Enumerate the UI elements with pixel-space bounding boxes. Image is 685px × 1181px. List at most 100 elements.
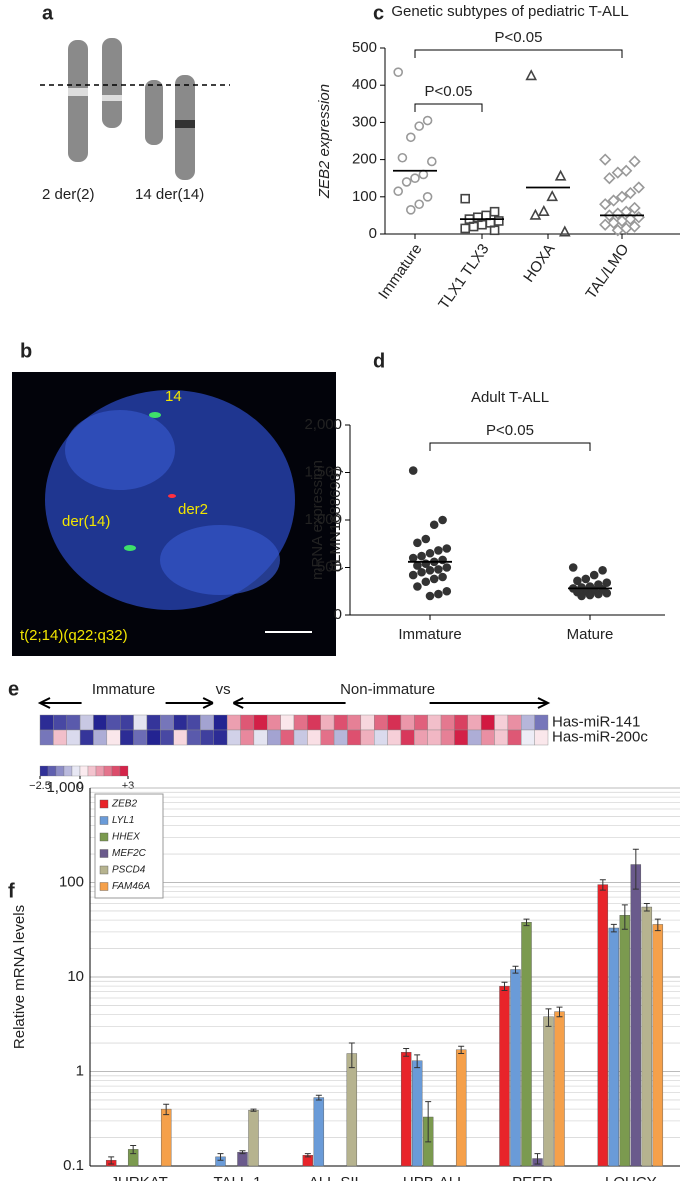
point <box>620 205 633 218</box>
point <box>624 186 637 200</box>
heat-cell <box>213 729 228 746</box>
group-label: Immature <box>92 681 155 698</box>
legend-swatch <box>99 849 109 858</box>
point <box>529 208 542 220</box>
legend-label: PSCD4 <box>112 865 146 876</box>
point <box>438 572 447 582</box>
point <box>585 590 595 600</box>
point <box>442 586 452 596</box>
row-label: Has-miR-200c <box>552 728 648 745</box>
heat-cell <box>307 729 321 746</box>
heat-cell <box>521 714 535 731</box>
error-bar <box>610 923 617 933</box>
point <box>546 190 559 202</box>
heat-cell <box>146 729 161 746</box>
heat-cell <box>400 729 415 746</box>
heat-cell <box>173 729 188 746</box>
point <box>599 153 612 166</box>
point <box>620 222 633 235</box>
point <box>442 563 452 572</box>
error-bar <box>545 1008 552 1027</box>
karyotype-label: 14 der(14) <box>135 186 204 203</box>
colorbar-cell <box>39 765 49 777</box>
heat-cell <box>53 714 67 731</box>
heat-cell <box>347 729 362 746</box>
panel-label: a <box>42 2 54 24</box>
bar <box>608 927 620 1167</box>
heat-cell <box>173 714 188 731</box>
group-label: Non-immature <box>340 681 435 698</box>
heat-cell <box>66 714 81 731</box>
bar <box>499 985 510 1167</box>
x-tick-label: TAL/LMO <box>582 241 632 302</box>
heat-cell <box>454 729 468 746</box>
heat-cell <box>400 714 415 731</box>
point <box>628 220 641 233</box>
fish-label: der(14) <box>62 513 110 530</box>
error-bar <box>250 1108 257 1112</box>
legend-label: HHEX <box>112 832 140 843</box>
annotation: P<0.05 <box>495 29 543 46</box>
point <box>434 565 443 574</box>
point <box>460 193 471 204</box>
x-tick-label: LOUCY <box>605 1174 657 1181</box>
heat-cell <box>494 714 509 731</box>
chart-title: Genetic subtypes of pediatric T-ALL <box>391 3 628 20</box>
heat-cell <box>240 729 255 746</box>
y-tick-label: 1,500 <box>304 463 342 480</box>
heat-cell <box>200 714 214 731</box>
point <box>438 515 447 525</box>
heat-cell <box>333 729 348 746</box>
bar <box>455 1049 467 1167</box>
point <box>408 553 418 563</box>
point <box>628 201 641 215</box>
label-bg <box>81 694 166 712</box>
heat-cell <box>133 729 148 746</box>
heat-cell <box>480 729 495 746</box>
annotation: P<0.05 <box>425 83 473 100</box>
error-bar <box>425 1101 432 1143</box>
colorbar-cell <box>103 765 113 777</box>
point <box>525 69 538 81</box>
heat-cell <box>534 729 549 746</box>
point <box>418 169 429 180</box>
y-tick-label: 400 <box>352 76 377 93</box>
x-tick-label: HPB-ALL <box>403 1174 466 1181</box>
error-bar <box>217 1153 224 1161</box>
colorbar-cell <box>79 765 89 777</box>
fish-label: der2 <box>178 501 208 518</box>
legend-box <box>94 793 164 899</box>
heat-cell <box>360 714 375 731</box>
point <box>405 205 416 215</box>
annotation: P<0.05 <box>486 422 534 439</box>
heat-cell <box>200 729 214 746</box>
point <box>393 186 404 197</box>
heat-cell <box>521 729 535 746</box>
karyotype-label: 2 der(2) <box>42 186 95 203</box>
panel-label: b <box>20 340 32 362</box>
heat-cell <box>146 714 161 731</box>
heat-cell <box>494 729 509 746</box>
colorbar-cell <box>119 765 129 777</box>
heat-cell <box>320 714 335 731</box>
label-bg <box>345 694 430 712</box>
heat-cell <box>387 714 402 731</box>
point <box>410 173 420 183</box>
colorbar-cell <box>95 765 105 777</box>
y-tick-label: 0 <box>334 606 342 623</box>
heat-cell <box>53 729 67 746</box>
point <box>602 588 612 598</box>
y-axis-label: Relative mRNA levels <box>11 905 28 1049</box>
bar <box>641 906 653 1167</box>
error-bar <box>556 1006 563 1018</box>
heat-cell <box>414 714 428 731</box>
x-tick-label: TALL-1 <box>213 1174 261 1181</box>
legend-swatch <box>99 816 109 825</box>
point <box>589 570 599 580</box>
point <box>489 225 500 236</box>
fish-image <box>12 372 336 656</box>
point <box>414 199 425 210</box>
heat-cell <box>79 714 94 731</box>
legend-swatch <box>99 799 109 809</box>
error-bar <box>643 902 650 912</box>
